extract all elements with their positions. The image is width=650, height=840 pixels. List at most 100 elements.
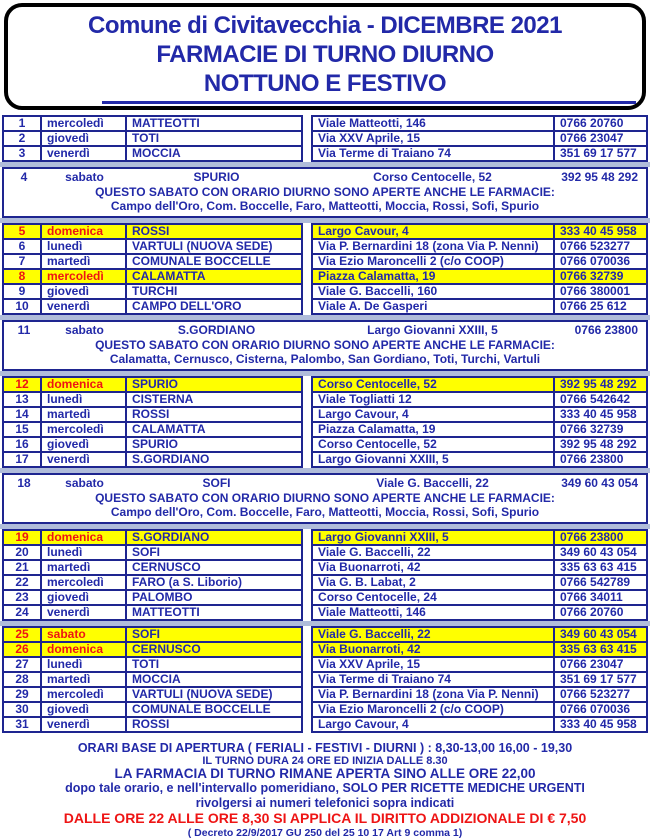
weekday-cell: martedì xyxy=(40,408,125,421)
schedule-row: 7 martedì COMUNALE BOCCELLE Via Ezio Maronc… xyxy=(2,253,648,270)
schedule-row: 30 giovedì COMUNALE BOCCELLE Via Ezio Maron… xyxy=(2,701,648,718)
day-number-cell: 16 xyxy=(15,438,29,451)
schedule-block: 19 domenica S.GORDIANO Largo Giovanni XXIII… xyxy=(2,529,648,621)
block-separator xyxy=(0,315,650,320)
weekday-cell: lunedì xyxy=(40,393,125,406)
phone-cell: 392 95 48 292 xyxy=(552,378,646,391)
pharmacy-name-cell: S.GORDIANO xyxy=(125,453,301,466)
day-number-cell: 9 xyxy=(18,285,26,298)
column-gap xyxy=(303,145,311,162)
day-number-cell: 20 xyxy=(15,546,29,559)
weekday-cell: giovedì xyxy=(40,438,125,451)
phone-cell: 0766 23800 xyxy=(552,531,646,544)
pharmacy-name-cell: SPURIO xyxy=(193,170,240,184)
phone-cell: 0766 380001 xyxy=(552,285,646,298)
day-number-cell: 14 xyxy=(15,408,29,421)
day-number-cell: 1 xyxy=(18,117,26,130)
holiday-row: 19 domenica S.GORDIANO Largo Giovanni XXIII… xyxy=(2,529,648,546)
weekday-cell: venerdì xyxy=(40,718,125,731)
pharmacy-name-cell: CALAMATTA xyxy=(125,423,301,436)
address-cell: Via P. Bernardini 18 (zona Via P. Nenni) xyxy=(318,688,539,701)
address-phone-group: Via P. Bernardini 18 (zona Via P. Nenni)… xyxy=(311,238,648,255)
schedule-block: 1 mercoledì MATTEOTTI Viale Matteotti, 146 0… xyxy=(2,115,648,162)
phone-cell: 351 69 17 577 xyxy=(552,147,646,160)
phone-cell: 0766 34011 xyxy=(552,591,646,604)
address-phone-group: Viale G. Baccelli, 22 349 60 43 054 xyxy=(311,544,648,561)
phone-cell: 335 63 63 415 xyxy=(552,643,646,656)
weekday-cell: sabato xyxy=(65,476,104,490)
pharmacy-name-cell: ROSSI xyxy=(125,408,301,421)
phone-cell: 0766 23047 xyxy=(552,132,646,145)
day-number-cell: 2 xyxy=(18,132,26,145)
day-number-cell: 8 xyxy=(18,270,26,283)
schedule-block: 25 sabato SOFI Viale G. Baccelli, 22 349 60 … xyxy=(2,626,648,733)
phone-cell: 0766 32739 xyxy=(552,423,646,436)
weekday-cell: giovedì xyxy=(40,132,125,145)
address-phone-group: Largo Cavour, 4 333 40 45 958 xyxy=(311,223,648,240)
address-cell: Via Terme di Traiano 74 xyxy=(318,673,451,686)
holiday-row: 12 domenica SPURIO Corso Centocelle, 52 392 … xyxy=(2,376,648,393)
address-phone-group: Largo Giovanni XXIII, 5 0766 23800 xyxy=(311,529,648,546)
phone-cell: 0766 20760 xyxy=(552,117,646,130)
address-phone-group: Corso Centocelle, 52 392 95 48 292 xyxy=(311,376,648,393)
day-number-cell: 13 xyxy=(15,393,29,406)
address-phone-group: Viale Matteotti, 146 0766 20760 xyxy=(311,604,648,621)
document-header: Comune di Civitavecchia - DICEMBRE 2021 … xyxy=(4,3,646,110)
day-number-cell: 4 xyxy=(20,170,28,184)
day-number-cell: 23 xyxy=(15,591,29,604)
block-separator xyxy=(0,371,650,376)
weekday-cell: domenica xyxy=(40,225,125,238)
saturday-note-title: QUESTO SABATO CON ORARIO DIURNO SONO APE… xyxy=(95,185,555,199)
phone-cell: 349 60 43 054 xyxy=(552,546,646,559)
day-number-cell: 11 xyxy=(17,323,31,337)
saturday-note-title: QUESTO SABATO CON ORARIO DIURNO SONO APE… xyxy=(95,491,555,505)
pharmacy-name-cell: VARTULI (NUOVA SEDE) xyxy=(125,688,301,701)
pharmacy-name-cell: CERNUSCO xyxy=(125,561,301,574)
day-pharmacy-group: 9 giovedì TURCHI xyxy=(2,283,304,300)
day-number-cell: 19 xyxy=(15,531,29,544)
day-pharmacy-group: 27 lunedì TOTI xyxy=(2,656,304,673)
footer-call-numbers: rivolgersi ai numeri telefonici sopra in… xyxy=(195,796,455,810)
weekday-cell: venerdì xyxy=(40,147,125,160)
address-cell: Corso Centocelle, 24 xyxy=(318,591,437,604)
day-number-cell: 24 xyxy=(15,606,29,619)
address-cell: Corso Centocelle, 52 xyxy=(318,378,437,391)
weekday-cell: mercoledì xyxy=(40,117,125,130)
day-number-cell: 15 xyxy=(15,423,29,436)
address-cell: Largo Giovanni XXIII, 5 xyxy=(318,453,449,466)
saturday-note-pharmacies: Campo dell'Oro, Com. Boccelle, Faro, Mat… xyxy=(110,199,540,213)
pharmacy-name-cell: ROSSI xyxy=(125,225,301,238)
weekday-cell: lunedì xyxy=(40,546,125,559)
saturday-block: 4 sabato SPURIO Corso Centocelle, 52 392 95 … xyxy=(2,167,648,218)
phone-cell: 0766 070036 xyxy=(552,703,646,716)
column-gap xyxy=(303,451,311,468)
day-pharmacy-group: 24 venerdì MATTEOTTI xyxy=(2,604,304,621)
address-cell: Largo Giovanni XXIII, 5 xyxy=(367,323,498,337)
day-number-cell: 6 xyxy=(18,240,26,253)
schedule-row: 17 venerdì S.GORDIANO Largo Giovanni XXIII,… xyxy=(2,451,648,468)
saturday-block: 18 sabato SOFI Viale G. Baccelli, 22 349 60 … xyxy=(2,473,648,524)
address-phone-group: Corso Centocelle, 24 0766 34011 xyxy=(311,589,648,606)
holiday-row: 8 mercoledì CALAMATTA Piazza Calamatta, 19 0… xyxy=(2,268,648,285)
schedule-row: 10 venerdì CAMPO DELL'ORO Viale A. De Gaspe… xyxy=(2,298,648,315)
schedule-row: 3 venerdì MOCCIA Via Terme di Traiano 74 351… xyxy=(2,145,648,162)
weekday-cell: domenica xyxy=(40,643,125,656)
phone-cell: 0766 23047 xyxy=(552,658,646,671)
day-number-cell: 5 xyxy=(18,225,26,238)
day-number-cell: 7 xyxy=(18,255,26,268)
holiday-row: 5 domenica ROSSI Largo Cavour, 4 333 40 45 9… xyxy=(2,223,648,240)
saturday-note-pharmacies: Calamatta, Cernusco, Cisterna, Palombo, … xyxy=(109,352,541,366)
day-pharmacy-group: 20 lunedì SOFI xyxy=(2,544,304,561)
phone-cell: 333 40 45 958 xyxy=(552,225,646,238)
weekday-cell: martedì xyxy=(40,561,125,574)
address-phone-group: Viale A. De Gasperi 0766 25 612 xyxy=(311,298,648,315)
phone-cell: 0766 542789 xyxy=(552,576,646,589)
weekday-cell: mercoledì xyxy=(40,688,125,701)
title-municipality-month: Comune di Civitavecchia - DICEMBRE 2021 xyxy=(88,12,562,39)
pharmacy-name-cell: S.GORDIANO xyxy=(177,323,256,337)
schedule: 1 mercoledì MATTEOTTI Viale Matteotti, 146 0… xyxy=(0,115,650,733)
pharmacy-name-cell: ROSSI xyxy=(125,718,301,731)
address-phone-group: Piazza Calamatta, 19 0766 32739 xyxy=(311,268,648,285)
day-number-cell: 26 xyxy=(15,643,29,656)
address-cell: Via XXV Aprile, 15 xyxy=(318,132,421,145)
